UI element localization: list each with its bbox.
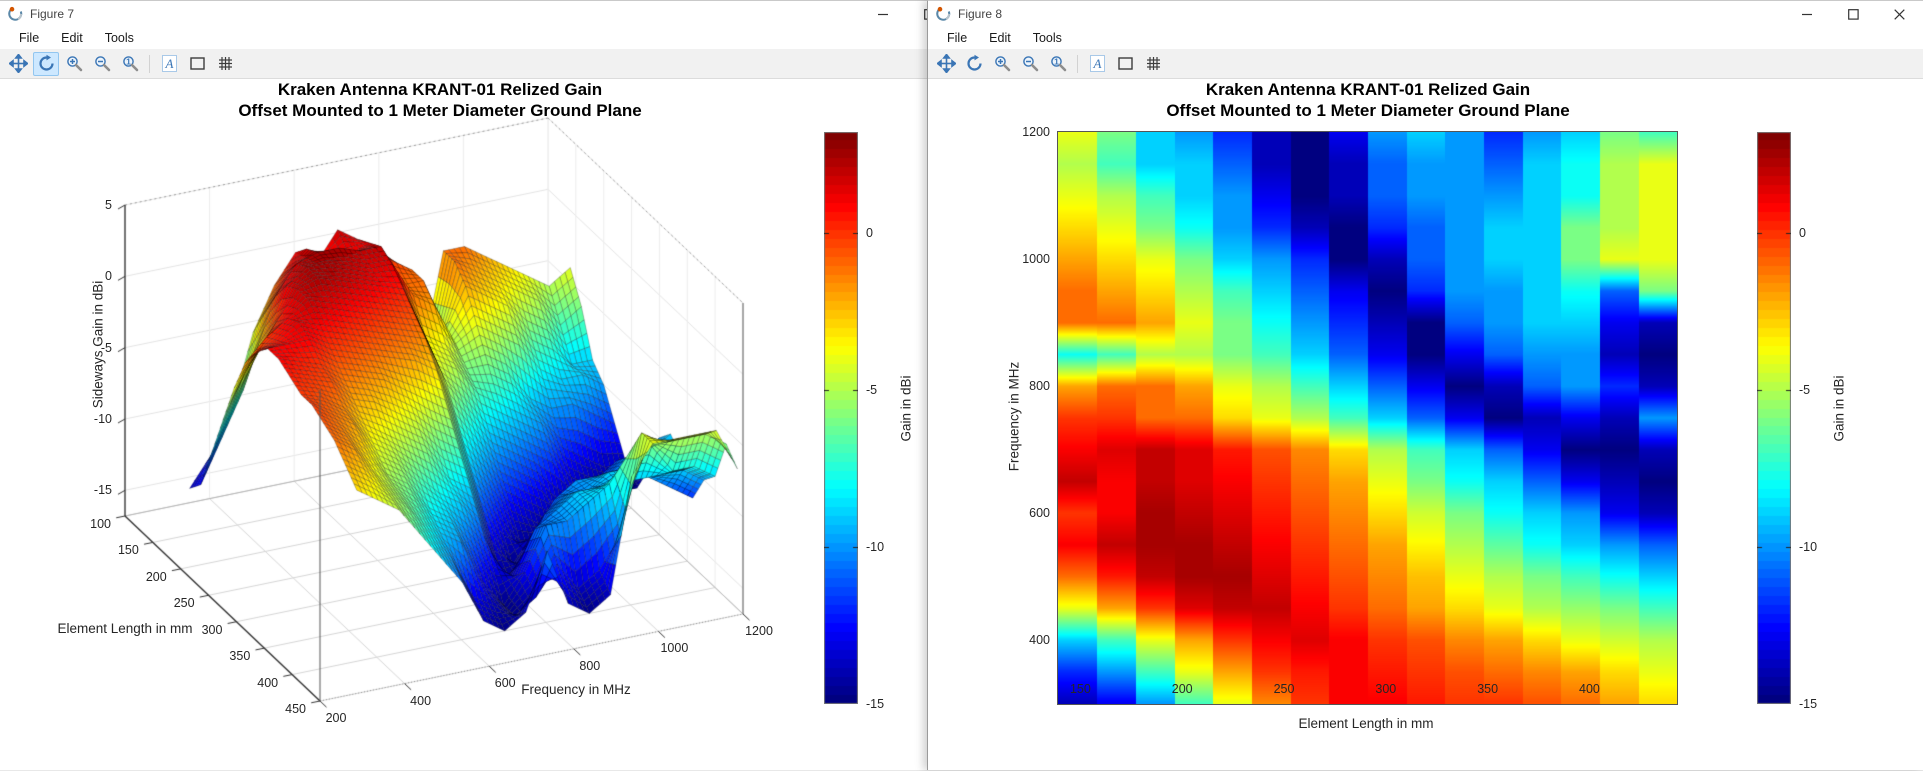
close-button[interactable] (1876, 1, 1922, 27)
length-tick-label: 450 (285, 702, 306, 716)
freq-tick-label: 1200 (745, 624, 773, 638)
colorbar-tick-label: -5 (1799, 382, 1811, 397)
y-axis-label: Element Length in mm (57, 621, 193, 636)
rotate-3d-tool-button[interactable] (961, 52, 987, 76)
figure7-plot-area: Kraken Antenna KRANT-01 Relized Gain Off… (0, 79, 930, 771)
svg-text:1: 1 (1054, 56, 1059, 66)
x-axis-label: Frequency in MHz (521, 682, 631, 697)
x-axis-label: Element Length in mm (1298, 716, 1434, 731)
zoom-out-tool-button[interactable] (89, 52, 115, 76)
zoom-out-tool-button[interactable] (1017, 52, 1043, 76)
zoom-in-tool-button[interactable] (989, 52, 1015, 76)
plot-title: Kraken Antenna KRANT-01 Relized Gain Off… (1048, 79, 1688, 121)
rotate-3d-tool-button[interactable] (33, 51, 59, 76)
minimize-button[interactable] (860, 1, 906, 27)
pan-tool-button[interactable] (933, 52, 959, 76)
svg-text:A: A (164, 56, 173, 71)
plot-title-line1: Kraken Antenna KRANT-01 Relized Gain (1205, 80, 1531, 99)
freq-tick-label: 400 (1029, 633, 1050, 648)
figure7-titlebar[interactable]: Figure 7 (0, 1, 935, 27)
gain-tick-label: -10 (93, 411, 112, 426)
zoom-reset-tool-button[interactable]: 1 (1045, 52, 1071, 76)
colorbar-label: Gain in dBi (898, 375, 914, 442)
pan-tool-button[interactable] (5, 52, 31, 76)
length-tick-label: 100 (90, 517, 111, 531)
length-tick-label: 250 (1273, 682, 1295, 696)
heatmap-canvas[interactable] (1057, 131, 1678, 705)
toolbar-separator (149, 54, 150, 73)
window-buttons (1784, 1, 1922, 27)
freq-tick-label: 800 (1029, 379, 1050, 394)
menu-item-tools[interactable]: Tools (104, 31, 134, 45)
length-tick-label: 300 (1375, 682, 1397, 696)
gain-tick-label: -15 (93, 483, 112, 498)
octave-logo-icon (7, 6, 23, 22)
menu-item-file[interactable]: File (947, 31, 968, 45)
zoom-reset-tool-button[interactable]: 1 (117, 52, 143, 76)
grid-tool-button[interactable] (212, 52, 238, 76)
colorbar-label: Gain in dBi (1831, 375, 1847, 442)
colorbar-tick-label: -10 (1799, 539, 1818, 554)
menu-item-edit[interactable]: Edit (61, 31, 83, 45)
figure8-menubar: File Edit Tools (928, 27, 1923, 49)
window-title: Figure 7 (30, 7, 75, 21)
length-tick-label: 400 (1579, 682, 1600, 696)
freq-tick-label: 1000 (1022, 252, 1050, 267)
rectangle-tool-button[interactable] (1112, 52, 1138, 76)
text-tool-button[interactable]: A (156, 52, 182, 76)
colorbar-tick-label: -5 (866, 382, 878, 397)
colorbar-canvas (1757, 132, 1791, 704)
freq-tick-label: 200 (325, 711, 347, 725)
rectangle-tool-button[interactable] (184, 52, 210, 76)
colorbar-tick-label: -15 (866, 697, 885, 711)
length-tick-label: 350 (1477, 682, 1499, 696)
plot-title-line2: Offset Mounted to 1 Meter Diameter Groun… (1166, 101, 1570, 120)
svg-text:1: 1 (126, 56, 131, 66)
freq-tick-label: 600 (494, 676, 516, 691)
maximize-button[interactable] (1830, 1, 1876, 27)
figure8-titlebar[interactable]: Figure 8 (928, 1, 1923, 27)
surface-plot-canvas[interactable] (0, 79, 810, 771)
y-axis-label: Frequency in MHz (1006, 361, 1022, 472)
length-tick-label: 200 (1171, 682, 1193, 696)
window-title: Figure 8 (958, 7, 1003, 21)
gain-tick-label: 5 (105, 198, 112, 212)
colorbar-tick-label: 0 (1799, 225, 1806, 240)
grid-tool-button[interactable] (1140, 52, 1166, 76)
minimize-button[interactable] (1784, 1, 1830, 27)
zoom-in-tool-button[interactable] (61, 52, 87, 76)
svg-text:A: A (1092, 56, 1101, 71)
freq-tick-label: 800 (579, 658, 601, 673)
gain-tick-label: 0 (105, 269, 112, 284)
length-tick-label: 150 (1069, 682, 1091, 696)
text-tool-button[interactable]: A (1084, 52, 1110, 76)
length-tick-label: 350 (229, 649, 251, 664)
colorbar-canvas (824, 132, 858, 704)
freq-tick-label: 1000 (660, 641, 689, 656)
colorbar-tick-label: -10 (866, 539, 885, 554)
length-tick-label: 250 (173, 596, 195, 611)
figure8-plot-area: Kraken Antenna KRANT-01 Relized Gain Off… (928, 79, 1923, 770)
freq-tick-label: 1200 (1022, 125, 1050, 139)
freq-tick-label: 600 (1029, 506, 1050, 521)
toolbar-separator (1077, 54, 1078, 73)
octave-logo-icon (935, 6, 951, 22)
figure7-menubar: File Edit Tools (0, 27, 930, 49)
menu-item-file[interactable]: File (19, 31, 40, 45)
length-tick-label: 150 (117, 543, 139, 558)
length-tick-label: 200 (145, 569, 167, 584)
length-tick-label: 300 (201, 622, 223, 637)
colorbar-tick-label: -15 (1799, 697, 1818, 711)
menu-item-tools[interactable]: Tools (1032, 31, 1062, 45)
freq-tick-label: 400 (410, 693, 432, 708)
gain-tick-label: -5 (100, 340, 112, 355)
colorbar-tick-label: 0 (866, 225, 873, 240)
menu-item-edit[interactable]: Edit (989, 31, 1011, 45)
length-tick-label: 400 (257, 675, 279, 690)
